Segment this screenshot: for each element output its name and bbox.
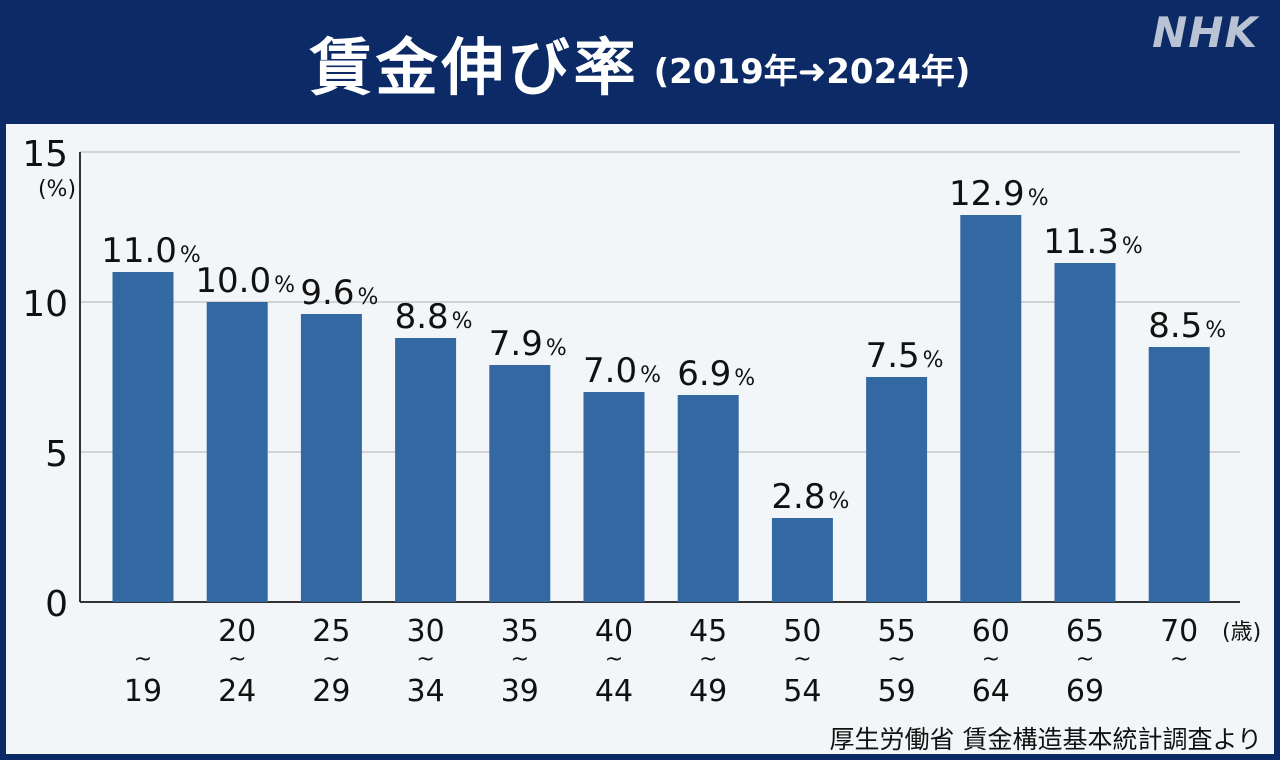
- x-tick-tilde: ~: [699, 647, 717, 672]
- bar: [771, 518, 833, 602]
- data-label: 9.6%: [300, 273, 378, 313]
- x-tick-tilde: ~: [322, 647, 340, 672]
- bar: [112, 272, 174, 602]
- x-tick-tilde: ~: [887, 647, 905, 672]
- bar: [489, 365, 551, 602]
- x-tick-label-end: 34: [407, 674, 445, 709]
- data-label-unit: %: [734, 366, 755, 391]
- x-axis-label: (歳): [1222, 620, 1261, 645]
- x-tick-label-end: 59: [878, 674, 916, 709]
- data-label: 10.0%: [195, 261, 295, 301]
- y-tick-label: 10: [22, 284, 68, 325]
- x-tick-tilde: ~: [1170, 647, 1188, 672]
- bar: [395, 338, 457, 602]
- bar: [1148, 347, 1210, 602]
- x-tick-tilde: ~: [793, 647, 811, 672]
- data-label-unit: %: [828, 489, 849, 514]
- x-tick-label-end: 44: [595, 674, 633, 709]
- data-label: 8.5%: [1148, 306, 1226, 346]
- data-label-unit: %: [452, 309, 473, 334]
- bar: [206, 302, 268, 602]
- data-label-unit: %: [1028, 186, 1049, 211]
- data-label: 2.8%: [771, 477, 849, 517]
- title-group: 賃金伸び率 (2019年➜2024年): [0, 0, 1280, 124]
- data-label: 11.0%: [101, 231, 201, 271]
- x-tick-label-start: 65: [1066, 614, 1104, 649]
- data-label-unit: %: [640, 363, 661, 388]
- x-tick-label-start: 70: [1160, 614, 1198, 649]
- x-tick-tilde: ~: [1076, 647, 1094, 672]
- x-tick-tilde: ~: [511, 647, 529, 672]
- bar: [1054, 263, 1116, 602]
- x-tick-label-end: 24: [218, 674, 256, 709]
- x-tick-label-end: 19: [124, 674, 162, 709]
- data-label: 7.9%: [489, 324, 567, 364]
- data-label: 7.0%: [583, 351, 661, 391]
- chart-title: 賃金伸び率: [309, 31, 640, 104]
- data-label: 6.9%: [677, 354, 755, 394]
- source-note: 厚生労働省 賃金構造基本統計調査より: [829, 725, 1262, 754]
- data-label: 12.9%: [949, 174, 1049, 214]
- bar: [866, 377, 928, 602]
- data-label-unit: %: [357, 285, 378, 310]
- bar: [960, 215, 1022, 602]
- y-tick-label: 15: [22, 134, 68, 175]
- x-tick-label-end: 49: [689, 674, 727, 709]
- y-tick-label: 0: [45, 584, 68, 625]
- data-label-unit: %: [1122, 234, 1143, 259]
- x-tick-label-start: 60: [972, 614, 1010, 649]
- data-label-unit: %: [180, 243, 201, 268]
- header-bar: 賃金伸び率 (2019年➜2024年) NHK: [0, 0, 1280, 124]
- data-label: 11.3%: [1043, 222, 1143, 262]
- x-tick-label-end: 29: [312, 674, 350, 709]
- x-tick-label-start: 40: [595, 614, 633, 649]
- bar: [300, 314, 362, 602]
- x-tick-label-end: 54: [783, 674, 821, 709]
- x-tick-label-end: 39: [501, 674, 539, 709]
- x-tick-label-end: 64: [972, 674, 1010, 709]
- y-tick-label: 5: [45, 434, 68, 475]
- x-tick-label-start: 45: [689, 614, 727, 649]
- x-tick-label-start: 35: [501, 614, 539, 649]
- x-tick-label-start: 50: [783, 614, 821, 649]
- x-tick-tilde: ~: [134, 647, 152, 672]
- x-tick-tilde: ~: [416, 647, 434, 672]
- x-tick-label-start: 25: [312, 614, 350, 649]
- chart-subtitle: (2019年➜2024年): [653, 51, 971, 92]
- bar: [583, 392, 645, 602]
- x-tick-tilde: ~: [228, 647, 246, 672]
- x-tick-label-start: 20: [218, 614, 256, 649]
- bar: [677, 395, 739, 602]
- x-tick-tilde: ~: [982, 647, 1000, 672]
- x-tick-tilde: ~: [605, 647, 623, 672]
- data-label-unit: %: [546, 336, 567, 361]
- data-label: 8.8%: [395, 297, 473, 337]
- data-label-unit: %: [923, 348, 944, 373]
- data-label-unit: %: [274, 273, 295, 298]
- data-label-unit: %: [1205, 318, 1226, 343]
- y-axis-label: (%): [38, 177, 76, 202]
- data-label: 7.5%: [866, 336, 944, 376]
- x-tick-label-start: 55: [878, 614, 916, 649]
- x-tick-label-end: 69: [1066, 674, 1104, 709]
- nhk-logo: NHK: [1152, 8, 1258, 57]
- x-tick-label-start: 30: [407, 614, 445, 649]
